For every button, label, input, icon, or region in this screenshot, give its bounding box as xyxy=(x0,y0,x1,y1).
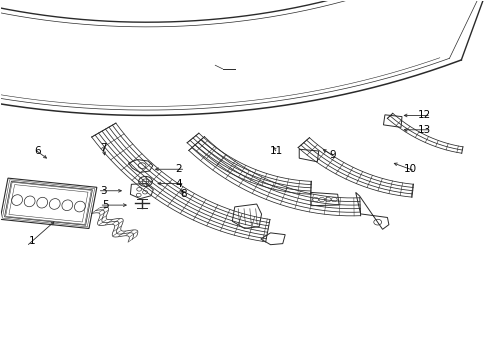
Text: 10: 10 xyxy=(403,164,416,174)
Text: 4: 4 xyxy=(175,179,182,189)
Text: 11: 11 xyxy=(269,146,282,156)
Text: 9: 9 xyxy=(328,150,335,160)
Text: 8: 8 xyxy=(180,189,186,199)
Text: 6: 6 xyxy=(34,146,41,156)
Text: 13: 13 xyxy=(417,125,430,135)
Text: 1: 1 xyxy=(29,236,36,246)
Text: 3: 3 xyxy=(100,186,106,196)
Text: 7: 7 xyxy=(100,143,106,153)
Text: 12: 12 xyxy=(417,111,430,121)
Text: 5: 5 xyxy=(102,200,109,210)
Text: 2: 2 xyxy=(175,164,182,174)
